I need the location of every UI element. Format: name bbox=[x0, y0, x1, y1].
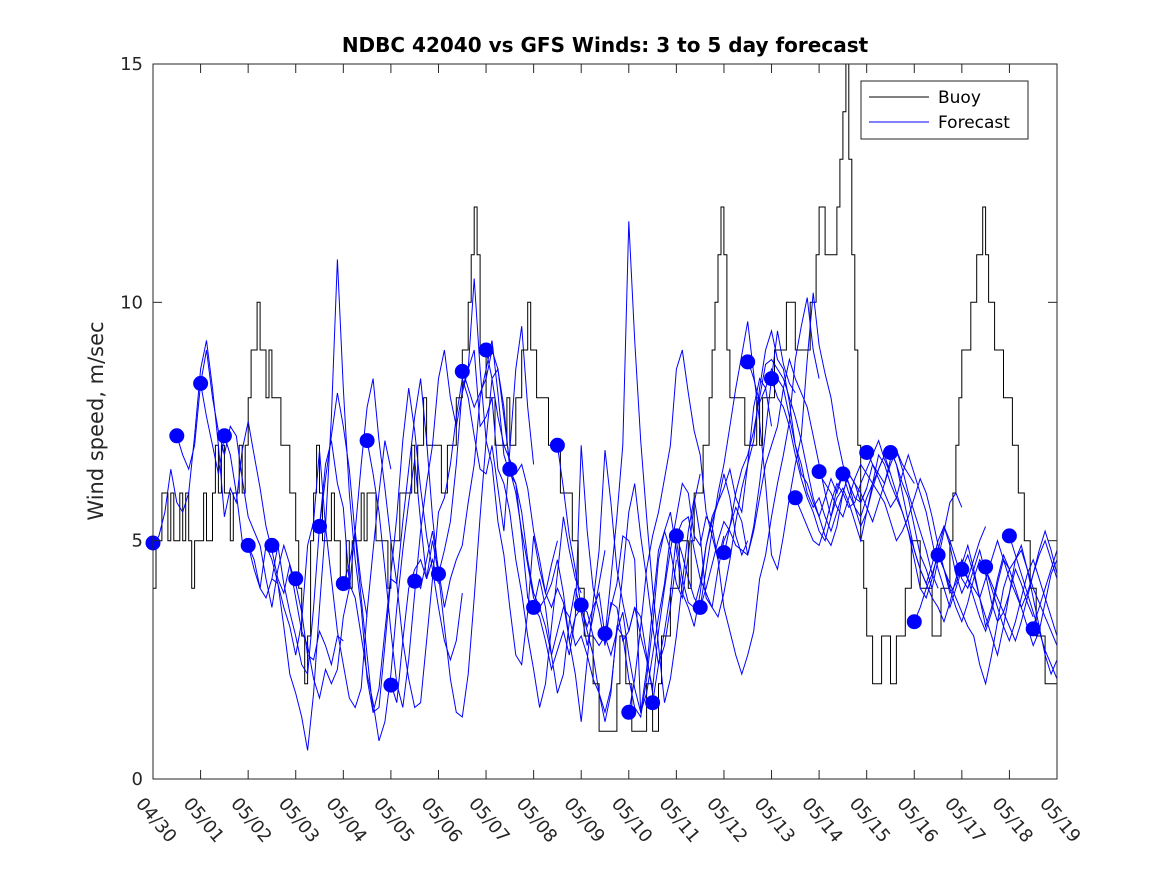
forecast-run-line bbox=[152, 340, 344, 667]
forecast-marker bbox=[978, 559, 994, 575]
forecast-marker bbox=[787, 490, 803, 506]
plot-frame bbox=[152, 63, 1058, 780]
forecast-marker bbox=[383, 677, 399, 693]
y-tick-label: 10 bbox=[120, 292, 143, 313]
forecast-marker bbox=[621, 704, 637, 720]
forecast-marker bbox=[811, 464, 827, 480]
forecast-marker bbox=[216, 428, 232, 444]
forecast-marker bbox=[431, 566, 446, 582]
forecast-run-line bbox=[794, 439, 987, 595]
forecast-run-line bbox=[723, 358, 915, 556]
forecast-run-line bbox=[342, 326, 535, 709]
forecast-marker bbox=[407, 573, 423, 589]
forecast-marker bbox=[335, 576, 351, 592]
y-tick-label: 5 bbox=[132, 531, 143, 552]
forecast-run-line bbox=[176, 349, 368, 700]
forecast-marker bbox=[1025, 621, 1041, 637]
forecast-run-line bbox=[533, 445, 725, 689]
forecast-marker bbox=[1001, 528, 1017, 544]
y-tick-label: 0 bbox=[132, 769, 143, 790]
forecast-marker bbox=[764, 371, 779, 387]
forecast-marker bbox=[240, 537, 256, 553]
y-axis-label: Wind speed, m/sec bbox=[84, 321, 108, 520]
forecast-marker bbox=[835, 466, 851, 482]
forecast-marker bbox=[954, 561, 970, 577]
forecast-run-line bbox=[771, 378, 963, 591]
forecast-run-line bbox=[200, 383, 392, 709]
forecast-run-line bbox=[319, 367, 511, 718]
forecast-run-line bbox=[509, 469, 701, 722]
forecast-run-line bbox=[675, 292, 868, 609]
forecast-run-line bbox=[652, 328, 844, 703]
legend-buoy-label: Buoy bbox=[938, 88, 981, 108]
forecast-marker bbox=[502, 461, 518, 477]
forecast-run-line bbox=[699, 357, 891, 608]
forecast-marker bbox=[454, 363, 470, 379]
chart-title: NDBC 42040 vs GFS Winds: 3 to 5 day fore… bbox=[342, 33, 869, 57]
legend-box bbox=[860, 80, 1029, 140]
forecast-marker bbox=[930, 547, 946, 563]
forecast-marker bbox=[906, 614, 922, 630]
forecast-marker bbox=[716, 545, 732, 561]
forecast-run-line bbox=[247, 440, 439, 742]
forecast-marker bbox=[478, 342, 494, 358]
forecast-marker bbox=[193, 375, 209, 391]
forecast-marker bbox=[312, 518, 327, 534]
forecast-run-line bbox=[628, 297, 820, 713]
forecast-marker bbox=[549, 437, 565, 453]
forecast-marker bbox=[597, 626, 613, 642]
forecast-run-line bbox=[580, 377, 772, 713]
legend: Buoy Forecast bbox=[860, 80, 1029, 140]
forecast-marker bbox=[288, 571, 304, 587]
legend-forecast-label: Forecast bbox=[938, 113, 1010, 133]
y-axis: 0 5 10 15 bbox=[120, 54, 1057, 790]
forecast-marker bbox=[692, 599, 708, 615]
y-tick-label: 15 bbox=[120, 54, 143, 75]
plot-area bbox=[145, 63, 1058, 780]
forecast-marker bbox=[359, 433, 375, 449]
plot-background bbox=[153, 64, 1057, 779]
forecast-marker bbox=[573, 597, 589, 613]
forecast-marker bbox=[264, 537, 280, 553]
forecast-marker bbox=[169, 428, 185, 444]
forecast-marker bbox=[668, 528, 684, 544]
forecast-run-line bbox=[604, 221, 796, 703]
forecast-marker bbox=[526, 599, 542, 615]
forecast-marker bbox=[645, 695, 661, 711]
forecast-marker bbox=[740, 354, 756, 370]
forecast-run-line bbox=[271, 259, 463, 751]
forecast-marker-layer bbox=[145, 342, 1041, 720]
forecast-marker bbox=[883, 445, 898, 460]
forecast-run-line bbox=[890, 449, 1058, 647]
forecast-marker bbox=[859, 445, 875, 460]
